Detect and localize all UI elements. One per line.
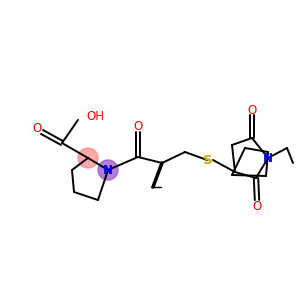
Text: O: O	[252, 200, 262, 212]
Text: N: N	[263, 152, 273, 164]
Text: N: N	[103, 164, 113, 176]
Circle shape	[78, 148, 98, 168]
Text: S: S	[203, 154, 213, 167]
Circle shape	[98, 160, 118, 180]
Text: O: O	[32, 122, 42, 136]
Text: O: O	[248, 103, 256, 116]
Text: O: O	[134, 121, 142, 134]
Text: OH: OH	[86, 110, 104, 122]
